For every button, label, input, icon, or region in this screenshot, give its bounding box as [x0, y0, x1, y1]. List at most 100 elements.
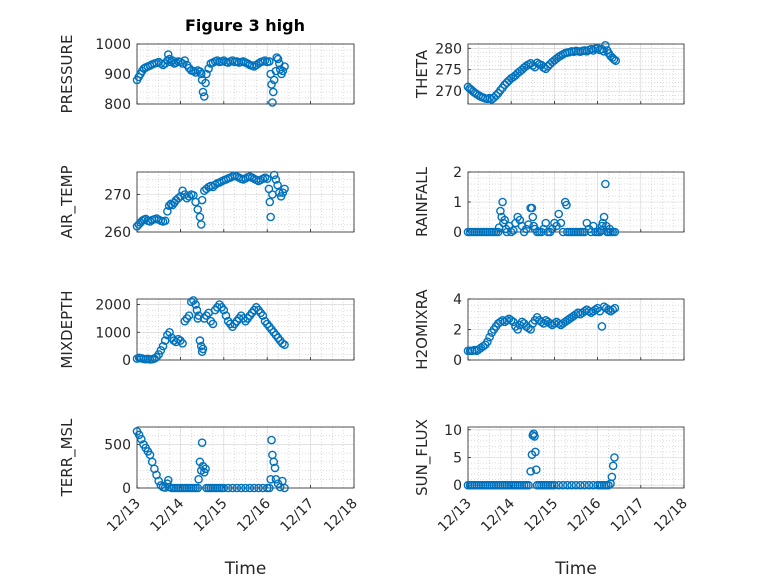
data-point — [541, 64, 551, 74]
subplot-mixdepth: 0 1000 2000 MIXDEPTH — [58, 290, 355, 369]
data-point — [241, 483, 250, 493]
data-point — [262, 174, 272, 184]
x-tick-label: 12/18 — [651, 496, 691, 536]
data-point — [258, 311, 268, 320]
data-point — [178, 339, 187, 348]
data-point — [526, 467, 535, 476]
data-point — [588, 46, 598, 55]
data-point — [266, 474, 275, 484]
data-point — [599, 212, 609, 222]
data-point — [265, 483, 274, 493]
data-point — [610, 227, 620, 237]
data-point — [493, 227, 503, 237]
subplot-rainfall: 0 1 2 RAINFALL — [413, 165, 685, 241]
data-point — [571, 480, 581, 490]
y-tick-label: 2000 — [95, 298, 131, 314]
data-point — [249, 483, 259, 493]
data-point — [254, 483, 263, 493]
subplot-terr_msl: 0 500 12/13 12/14 12/15 12/16 12/17 12/18 Time TE… — [58, 418, 361, 579]
data-point — [260, 56, 270, 65]
data-point — [163, 50, 173, 59]
data-point — [197, 195, 207, 205]
y-tick-label: 1000 — [95, 325, 131, 341]
data-point — [608, 305, 618, 314]
data-point — [180, 56, 190, 65]
data-point — [199, 92, 209, 101]
data-point — [193, 205, 203, 214]
data-point — [228, 483, 237, 493]
data-point — [219, 305, 229, 315]
data-point — [191, 68, 200, 77]
y-tick-label: 1000 — [95, 37, 131, 53]
x-tick-label: 12/15 — [521, 496, 561, 536]
data-point — [198, 461, 208, 471]
data-point — [524, 323, 533, 333]
data-point — [160, 216, 170, 226]
data-point — [156, 345, 166, 355]
data-point — [601, 179, 610, 189]
data-point — [478, 341, 488, 351]
data-point — [567, 480, 576, 490]
data-point — [509, 226, 518, 235]
data-point — [558, 227, 568, 237]
data-point — [280, 483, 289, 493]
y-tick-label: 800 — [104, 97, 131, 113]
data-point — [599, 46, 608, 56]
data-point — [524, 220, 533, 229]
y-axis-label: H2OMIXRA — [413, 289, 431, 370]
data-point — [245, 483, 255, 493]
data-point — [265, 197, 275, 207]
data-point — [502, 78, 512, 87]
y-tick-label: 0 — [122, 481, 131, 497]
subplot-h2omixra: 0 2 4 H2OMIXRA — [413, 289, 685, 370]
data-point — [266, 212, 275, 222]
data-point — [210, 180, 220, 190]
y-axis-label: AIR_TEMP — [58, 165, 77, 238]
data-point — [556, 218, 566, 228]
data-point — [531, 465, 541, 475]
data-point — [496, 85, 505, 95]
figure-title: Figure 3 high — [185, 16, 305, 35]
data-point — [610, 303, 620, 313]
data-point — [528, 212, 538, 222]
data-point — [610, 453, 619, 462]
data-point — [541, 218, 551, 228]
data-point — [522, 224, 531, 234]
data-point — [609, 55, 619, 64]
x-tick-label: 12/13 — [435, 496, 475, 536]
x-tick-label: 12/16 — [234, 495, 274, 535]
data-point — [195, 336, 205, 345]
y-tick-label: 260 — [104, 225, 131, 241]
y-tick-label: 280 — [435, 41, 462, 57]
data-point — [278, 66, 288, 76]
data-point — [496, 206, 505, 216]
y-tick-label: 2 — [453, 165, 462, 181]
data-point — [221, 311, 231, 320]
data-point — [580, 480, 589, 490]
axes-box — [136, 426, 355, 489]
data-point — [506, 316, 516, 325]
data-point — [271, 175, 281, 184]
x-axis-label: Time — [224, 559, 267, 579]
data-point — [550, 480, 559, 490]
data-point — [576, 480, 585, 490]
data-point — [485, 332, 494, 342]
data-point — [201, 78, 210, 88]
y-axis-label: MIXDEPTH — [58, 290, 76, 368]
data-point — [269, 457, 279, 467]
data-point — [597, 322, 607, 331]
data-point — [265, 57, 274, 66]
x-tick-label: 12/17 — [608, 496, 648, 536]
y-tick-label: 270 — [435, 84, 462, 100]
y-axis-label: PRESSURE — [58, 35, 76, 114]
data-point — [483, 337, 492, 347]
data-point — [236, 483, 246, 493]
data-point — [268, 450, 277, 460]
data-point — [184, 192, 194, 201]
data-point — [184, 311, 194, 320]
data-point — [558, 480, 568, 490]
subplot-pressure: 800 900 1000 PRESSURE — [58, 35, 355, 114]
data-point — [280, 62, 289, 71]
